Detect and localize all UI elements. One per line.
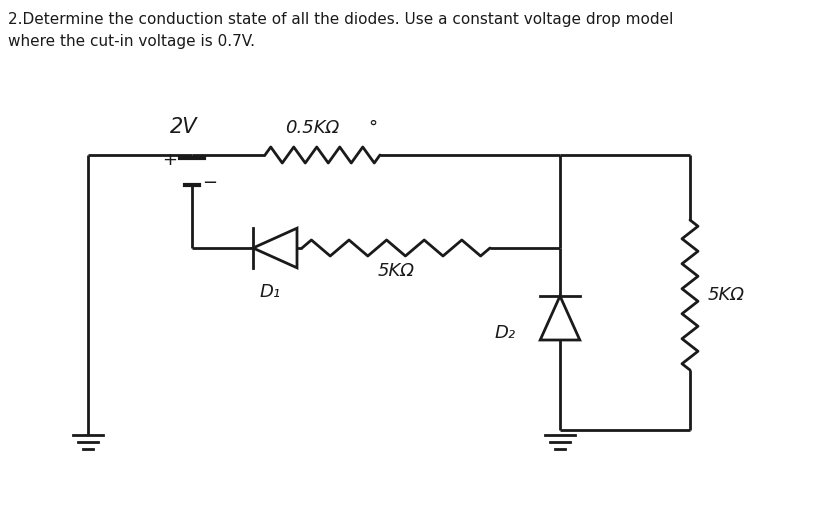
Text: D₂: D₂	[495, 324, 515, 342]
Text: +: +	[163, 151, 178, 169]
Text: D₁: D₁	[260, 283, 280, 301]
Text: where the cut-in voltage is 0.7V.: where the cut-in voltage is 0.7V.	[8, 34, 255, 49]
Text: 0.5KΩ: 0.5KΩ	[285, 119, 339, 137]
Text: −: −	[202, 174, 218, 192]
Text: °: °	[368, 119, 377, 137]
Text: 2V: 2V	[170, 117, 198, 137]
Text: 5KΩ: 5KΩ	[708, 286, 745, 304]
Text: 5KΩ: 5KΩ	[377, 262, 414, 280]
Text: 2.Determine the conduction state of all the diodes. Use a constant voltage drop : 2.Determine the conduction state of all …	[8, 12, 673, 27]
